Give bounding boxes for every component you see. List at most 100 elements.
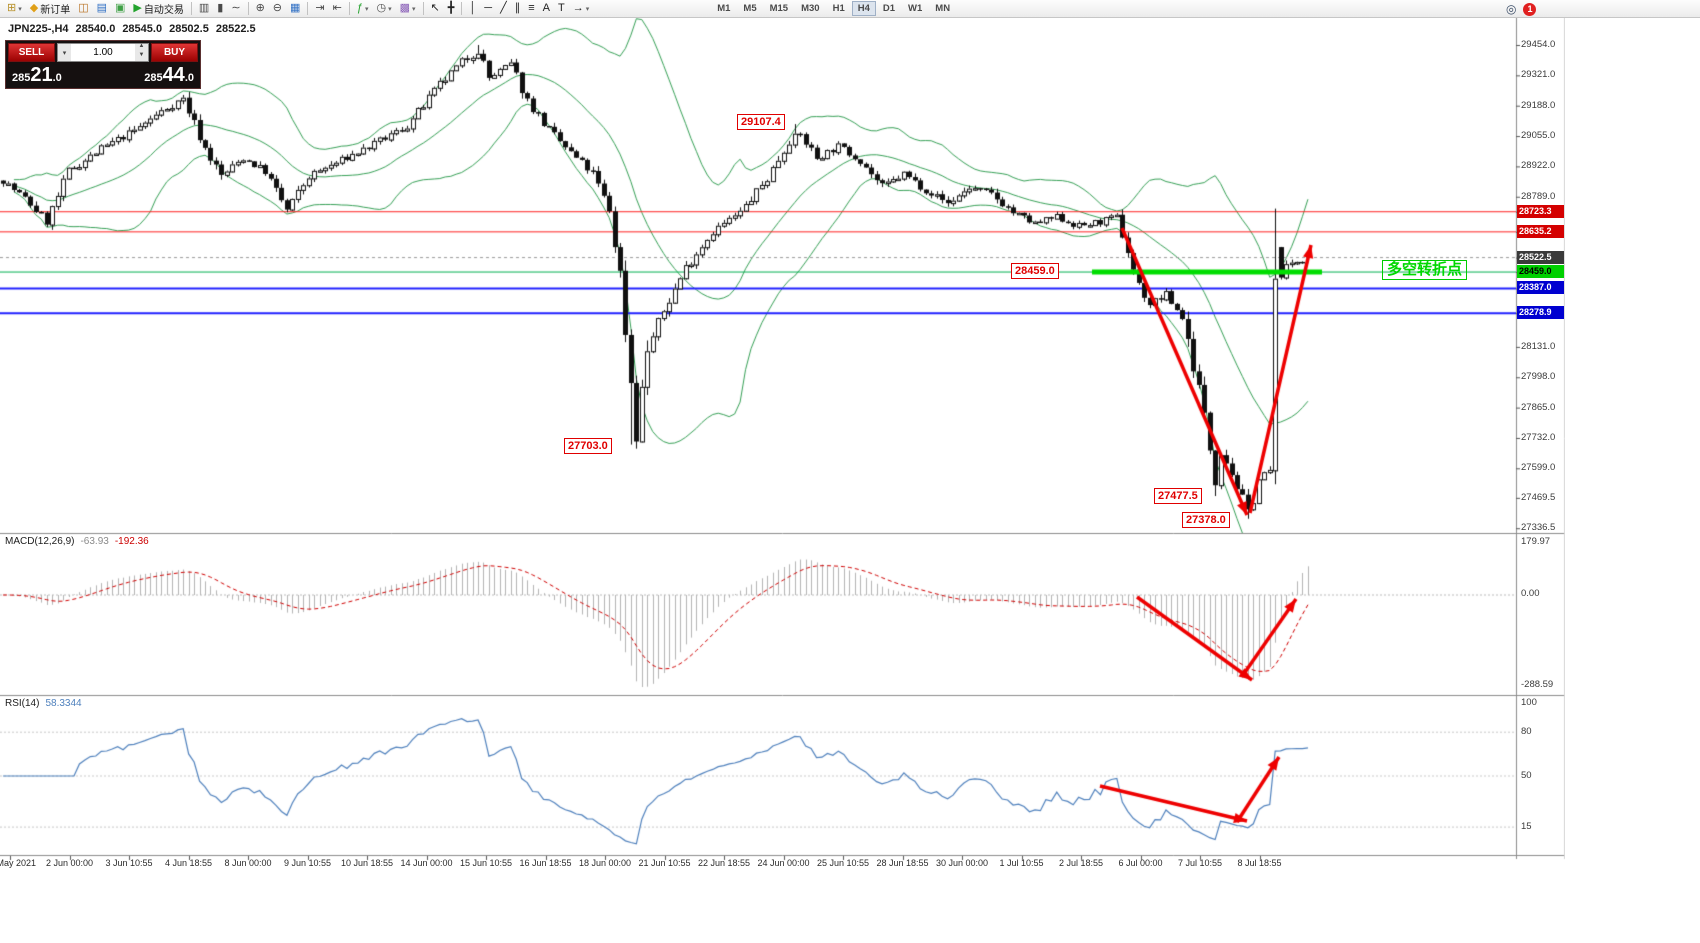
- arrows-tool-dropdown-icon[interactable]: ▾: [585, 5, 590, 13]
- indicators-dropdown-icon[interactable]: ▾: [364, 5, 369, 13]
- time-axis-label: 3 Jun 10:55: [105, 858, 153, 868]
- time-axis-label: 16 Jun 18:55: [519, 858, 572, 868]
- volume-down-icon[interactable]: ▼: [138, 51, 145, 58]
- new-chart-icon: ⊞: [7, 2, 17, 14]
- indicators-button[interactable]: ƒ ▾: [353, 1, 373, 17]
- timeframe-h4-button[interactable]: H4: [851, 1, 876, 16]
- line-chart-icon: ∼: [231, 2, 241, 14]
- history-center-button[interactable]: ◫: [74, 1, 92, 17]
- price-scale-label: 29454.0: [1521, 39, 1556, 50]
- horizontal-line-button[interactable]: ─: [480, 1, 496, 17]
- time-axis-label: 1 Jul 10:55: [999, 858, 1044, 868]
- timeframe-mn-button[interactable]: MN: [929, 1, 956, 16]
- volume-input[interactable]: [71, 44, 135, 61]
- price-annotation-label[interactable]: 28459.0: [1011, 263, 1059, 279]
- price-annotation-label[interactable]: 29107.4: [737, 114, 785, 130]
- navigator-button[interactable]: ▣: [111, 1, 129, 17]
- zoom-out-button[interactable]: ⊖: [269, 1, 286, 17]
- time-axis-label: 6 Jul 00:00: [1118, 858, 1163, 868]
- text-label-icon: T: [557, 2, 565, 14]
- toolbar-separator: [461, 2, 463, 15]
- search-icon[interactable]: ◎: [1506, 2, 1517, 16]
- price-digits: 44: [162, 64, 185, 86]
- auto-trading-label: 自动交易: [143, 5, 184, 16]
- new-chart-dropdown-icon[interactable]: ▾: [18, 5, 22, 13]
- timeframe-m30-button[interactable]: M30: [795, 1, 825, 16]
- price-annotation-label[interactable]: 27378.0: [1182, 512, 1230, 528]
- toolbar-left-group: ⊞ ▾ ◆ 新订单 ◫ ▤ ▣ ▶ 自动交易 ▥ ▮ ∼ ⊕ ⊖ ▦ ⇥ ⇤ ƒ ▾ ◷ ▾ ▩ ▾ ↖ ╋ │ ─ ╱ ∥ ≡ A T → ▾: [3, 1, 593, 17]
- indicators-icon: ƒ: [356, 2, 363, 14]
- bar-chart-button[interactable]: ▥: [195, 1, 213, 17]
- buy-price[interactable]: 285 44.0: [144, 65, 194, 85]
- time-axis-label: 14 Jun 00:00: [400, 858, 453, 868]
- vertical-line-button[interactable]: │: [465, 1, 480, 17]
- price-scale-label: 27469.5: [1521, 491, 1556, 503]
- toolbar-separator: [348, 2, 350, 15]
- timeframe-m1-button[interactable]: M1: [711, 1, 736, 16]
- timeframe-m15-button[interactable]: M15: [764, 1, 794, 16]
- timeframe-m5-button[interactable]: M5: [737, 1, 762, 16]
- auto-scroll-button[interactable]: ⇥: [311, 1, 328, 17]
- timeframe-w1-button[interactable]: W1: [902, 1, 928, 16]
- time-axis-label: 4 Jun 18:55: [164, 858, 213, 868]
- time-axis-label: 30 Jun 00:00: [935, 858, 989, 868]
- price-annotation-label[interactable]: 27703.0: [564, 438, 612, 454]
- rsi-scale-label: 100: [1521, 697, 1537, 708]
- price-scale-label: 29321.0: [1521, 69, 1556, 81]
- sell-price[interactable]: 285 21.0: [12, 65, 62, 85]
- macd-indicator-header: MACD(12,26,9) -63.93 -192.36: [5, 536, 149, 547]
- timeframe-bar: M1 M5 M15 M30 H1 H4 D1 W1 MN: [711, 1, 956, 16]
- chart-shift-button[interactable]: ⇤: [329, 1, 346, 17]
- zoom-in-button[interactable]: ⊕: [252, 1, 269, 17]
- channel-button[interactable]: ∥: [511, 1, 525, 17]
- auto-trading-button[interactable]: ▶ 自动交易: [129, 1, 187, 17]
- price-axis-tag: 28387.0: [1517, 281, 1564, 295]
- time-axis-label: 21 Jun 10:55: [638, 858, 691, 868]
- timeframe-d1-button[interactable]: D1: [877, 1, 901, 16]
- timeframe-h1-button[interactable]: H1: [827, 1, 851, 16]
- symbol-timeframe-label: JPN225-,H4: [8, 23, 69, 35]
- price-annotation-label[interactable]: 27477.5: [1154, 488, 1202, 504]
- new-chart-button[interactable]: ⊞ ▾: [3, 1, 26, 17]
- tile-windows-icon: ▦: [290, 2, 301, 14]
- text-icon: A: [542, 2, 550, 14]
- fibonacci-button[interactable]: ≡: [524, 1, 538, 17]
- horizontal-line-icon: ─: [484, 2, 493, 14]
- time-axis-label: 31 May 2021: [0, 858, 37, 868]
- periods-dropdown-icon[interactable]: ▾: [388, 5, 392, 13]
- cursor-button[interactable]: ↖: [427, 1, 444, 17]
- periods-button[interactable]: ◷ ▾: [373, 1, 396, 17]
- arrows-tool-button[interactable]: → ▾: [569, 1, 594, 17]
- price-digits: .0: [184, 72, 194, 84]
- volume-up-icon[interactable]: ▲: [138, 43, 145, 49]
- crosshair-button[interactable]: ╋: [444, 1, 459, 17]
- toolbar-separator: [307, 2, 309, 15]
- auto-scroll-icon: ⇥: [315, 2, 325, 14]
- templates-button[interactable]: ▩ ▾: [396, 1, 420, 17]
- zoom-out-icon: ⊖: [272, 2, 283, 14]
- chart-canvas[interactable]: [0, 18, 1565, 872]
- price-axis-tag: 28723.3: [1517, 204, 1564, 218]
- text-button[interactable]: A: [539, 1, 554, 17]
- rsi-scale-label: 15: [1521, 821, 1532, 833]
- templates-dropdown-icon[interactable]: ▾: [412, 5, 416, 13]
- time-axis-label: 15 Jun 10:55: [459, 858, 513, 868]
- trendline-button[interactable]: ╱: [496, 1, 511, 17]
- cursor-icon: ↖: [430, 2, 440, 14]
- text-label-button[interactable]: T: [554, 1, 569, 17]
- pivot-note-label[interactable]: 多空转折点: [1382, 260, 1468, 280]
- sell-button[interactable]: SELL: [8, 43, 55, 62]
- time-axis-label: 7 Jul 10:55: [1177, 858, 1223, 868]
- new-order-button[interactable]: ◆ 新订单: [26, 1, 74, 17]
- buy-button[interactable]: BUY: [151, 43, 198, 62]
- tile-windows-button[interactable]: ▦: [286, 1, 304, 17]
- volume-dropdown-icon[interactable]: ▾: [58, 44, 71, 61]
- price-scale-label: 27732.0: [1521, 431, 1556, 443]
- notifications-icon[interactable]: 1: [1523, 2, 1537, 16]
- volume-stepper[interactable]: ▲ ▼: [135, 43, 148, 61]
- candlestick-chart-button[interactable]: ▮: [213, 1, 227, 17]
- line-chart-button[interactable]: ∼: [227, 1, 244, 17]
- market-watch-button[interactable]: ▤: [93, 1, 111, 17]
- fibonacci-icon: ≡: [528, 2, 535, 14]
